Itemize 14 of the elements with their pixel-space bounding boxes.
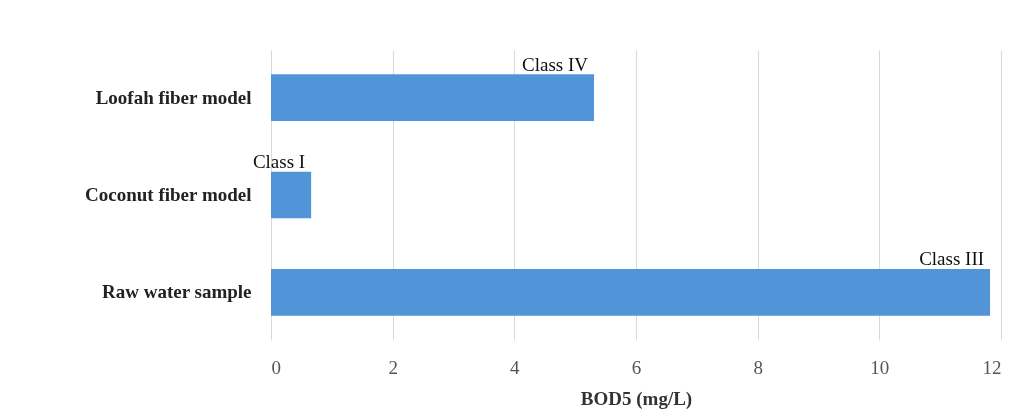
x-tick-label: 6 <box>631 356 642 378</box>
x-tick-label: 0 <box>271 356 281 378</box>
x-tick-label: 10 <box>870 356 890 378</box>
y-tick-label: Coconut fiber model <box>85 184 252 205</box>
x-tick-label: 4 <box>510 356 521 378</box>
annotation: Class IV <box>522 53 589 75</box>
x-tick-label: 2 <box>388 356 398 378</box>
x-tick-label: 8 <box>753 356 763 378</box>
y-tick-label: Loofah fiber model <box>95 86 252 108</box>
y-tick-label: Raw water sample <box>101 281 252 303</box>
x-axis-title: BOD5 (mg/L) <box>580 387 693 410</box>
annotation: Class III <box>919 248 985 270</box>
annotation: Class I <box>252 151 306 172</box>
x-tick-label: 12 <box>982 356 1002 378</box>
